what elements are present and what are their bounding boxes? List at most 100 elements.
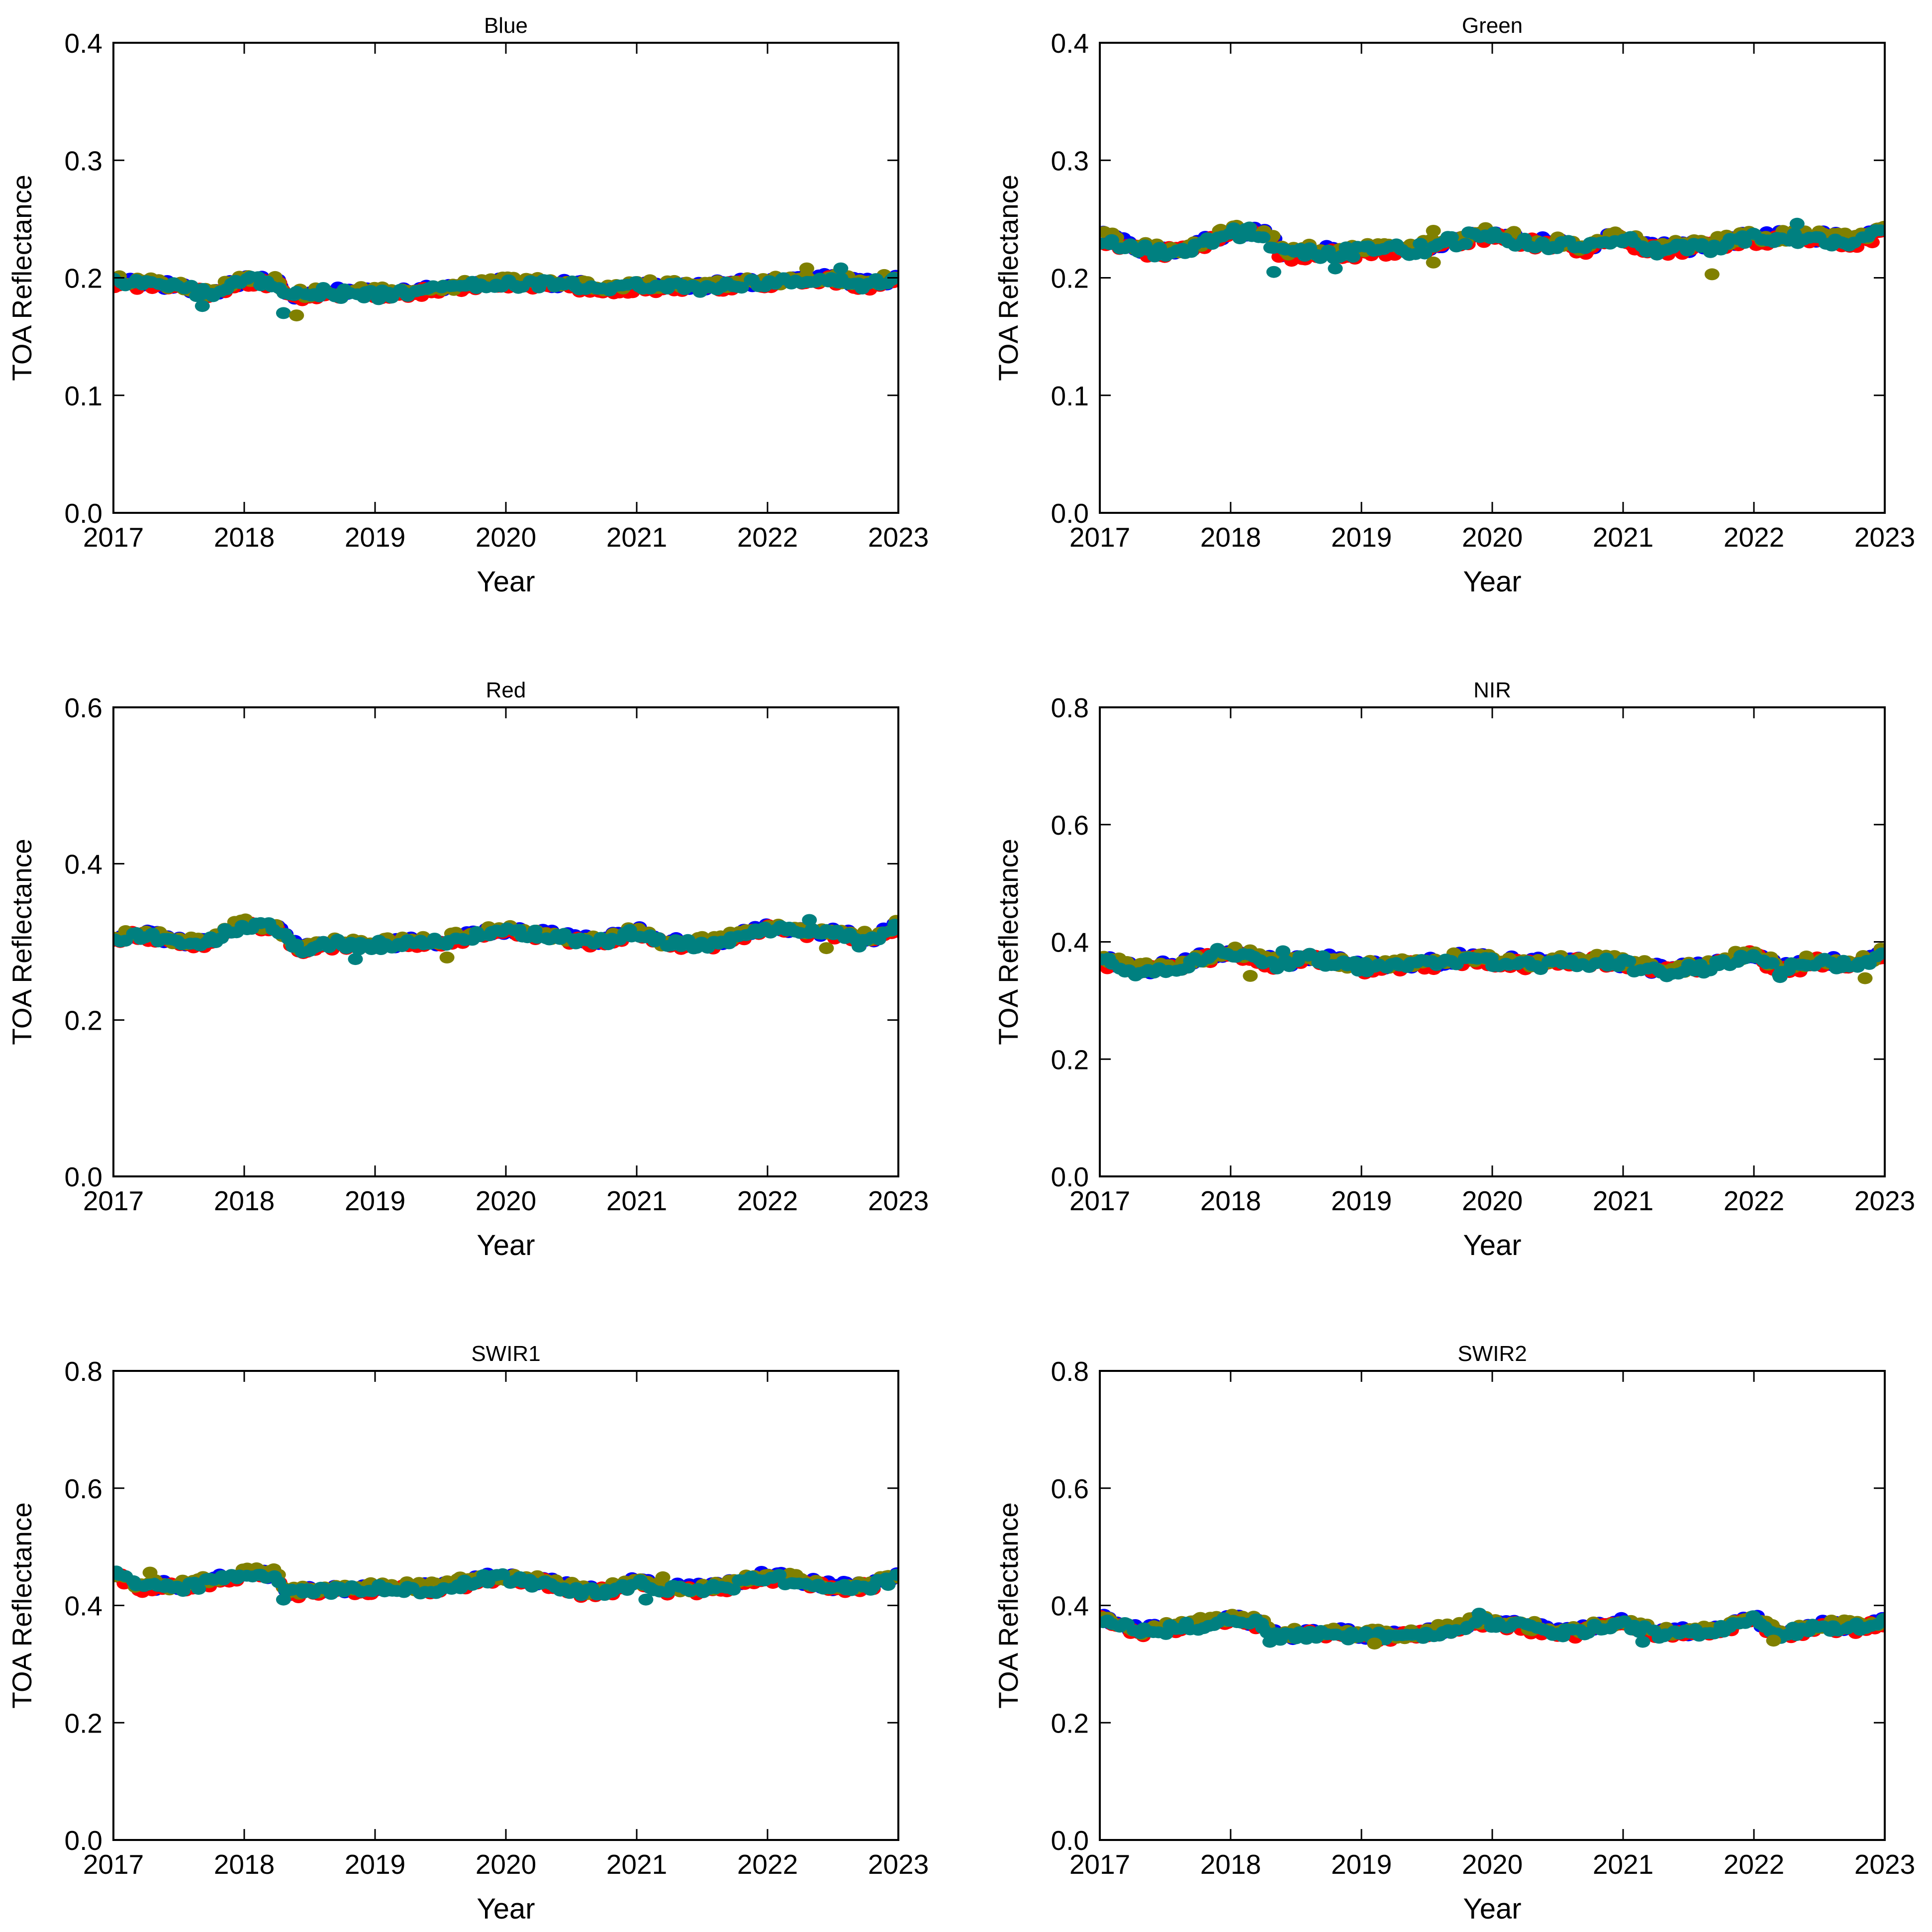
x-tick-label: 2022 <box>737 1185 798 1216</box>
x-axis-label: Year <box>477 566 535 598</box>
plot-frame <box>1099 706 1886 1177</box>
data-point <box>1426 225 1441 237</box>
plot-frame <box>112 1370 899 1841</box>
data-point <box>1275 945 1291 958</box>
data-point <box>1737 237 1752 249</box>
data-point <box>1413 238 1428 250</box>
data-point <box>799 262 814 275</box>
plot-frame <box>1099 42 1886 514</box>
y-tick-label: 0.2 <box>1051 1708 1089 1739</box>
data-point <box>802 914 817 926</box>
data-point <box>852 940 867 953</box>
x-tick-label: 2020 <box>476 522 536 553</box>
y-axis-label: TOA Reflectance <box>993 839 1024 1045</box>
data-point <box>1367 1638 1382 1650</box>
x-tick-label: 2017 <box>1069 1849 1130 1880</box>
y-axis-label: TOA Reflectance <box>6 839 37 1045</box>
data-point <box>887 918 898 931</box>
x-axis-label: Year <box>477 1893 535 1925</box>
data-point <box>734 282 749 294</box>
data-point <box>1345 251 1360 263</box>
data-point <box>1766 1635 1781 1647</box>
y-axis-label: TOA Reflectance <box>6 175 37 381</box>
x-tick-label: 2022 <box>737 1849 798 1880</box>
y-tick-label: 0.3 <box>65 145 102 176</box>
panel-swir1: SWIR1 2017 2018 2019 2020 2021 2022 2023 0.0 0.2 0… <box>6 1342 929 1925</box>
data-point <box>1315 950 1331 963</box>
data-point <box>1635 1636 1650 1648</box>
data-point <box>638 1593 654 1606</box>
panel-title: SWIR1 <box>471 1342 540 1366</box>
y-tick-label: 0.2 <box>65 1005 102 1036</box>
data-point <box>1104 234 1119 246</box>
x-tick-label: 2017 <box>83 1849 144 1880</box>
data-point <box>1226 222 1241 234</box>
y-tick-label: 0.0 <box>1051 1161 1089 1192</box>
data-point <box>1789 217 1805 230</box>
data-point <box>348 953 363 966</box>
data-point <box>363 285 379 297</box>
data-point <box>1426 256 1441 269</box>
data-point <box>772 1569 787 1581</box>
x-tick-label: 2019 <box>345 522 405 553</box>
outlier-points <box>142 1566 671 1606</box>
data-point <box>1533 963 1548 975</box>
x-tick-label: 2017 <box>83 1185 144 1216</box>
data-point <box>1876 1613 1885 1625</box>
data-point <box>384 291 399 304</box>
x-tick-label: 2021 <box>1593 522 1653 553</box>
plot-frame <box>1099 1370 1886 1841</box>
data-points <box>1100 941 1885 984</box>
panel-title: Red <box>486 678 526 702</box>
data-point <box>1262 1636 1277 1648</box>
y-tick-label: 0.8 <box>1051 692 1089 723</box>
data-point <box>439 951 455 964</box>
series-4 <box>113 917 898 959</box>
series-4 <box>1100 944 1885 982</box>
y-tick-label: 0.2 <box>65 263 102 294</box>
x-tick-label: 2022 <box>1724 1849 1784 1880</box>
outlier-points <box>1210 943 1873 984</box>
panel-title: NIR <box>1473 678 1511 702</box>
series-4 <box>1100 221 1885 265</box>
y-tick-label: 0.0 <box>65 1825 102 1856</box>
y-tick-label: 0.1 <box>65 381 102 411</box>
x-tick-label: 2021 <box>1593 1849 1653 1880</box>
y-tick-label: 0.4 <box>1051 1591 1089 1622</box>
data-point <box>1471 1608 1487 1620</box>
data-points <box>1100 217 1885 281</box>
x-tick-label: 2022 <box>737 522 798 553</box>
x-tick-label: 2017 <box>83 522 144 553</box>
y-tick-label: 0.4 <box>65 849 102 879</box>
y-tick-label: 0.0 <box>1051 498 1089 529</box>
data-point <box>1339 241 1354 254</box>
x-tick-label: 2018 <box>214 1849 275 1880</box>
data-point <box>1694 238 1710 250</box>
outlier-points <box>1266 217 1805 281</box>
x-tick-label: 2021 <box>606 1849 667 1880</box>
series-4 <box>113 1565 898 1601</box>
data-point <box>1704 268 1720 281</box>
panel-title: Green <box>1462 13 1523 38</box>
x-tick-label: 2021 <box>606 522 667 553</box>
data-point <box>655 1571 671 1583</box>
data-point <box>1764 957 1780 969</box>
x-tick-label: 2019 <box>1331 1185 1392 1216</box>
data-point <box>888 1569 898 1581</box>
x-tick-label: 2020 <box>476 1185 536 1216</box>
x-tick-label: 2017 <box>1069 1185 1130 1216</box>
data-point <box>1266 266 1281 278</box>
y-tick-label: 0.8 <box>1051 1356 1089 1387</box>
data-point <box>524 1580 540 1593</box>
y-tick-label: 0.0 <box>1051 1825 1089 1856</box>
y-tick-label: 0.6 <box>65 1473 102 1504</box>
y-tick-label: 0.3 <box>1051 145 1089 176</box>
data-point <box>1302 948 1317 960</box>
plot-frame <box>112 706 899 1177</box>
y-tick-label: 0.2 <box>65 1708 102 1739</box>
x-tick-label: 2020 <box>1462 1849 1523 1880</box>
data-point <box>289 309 304 322</box>
data-point <box>651 932 666 944</box>
data-point <box>276 1593 291 1606</box>
data-point <box>819 942 834 955</box>
